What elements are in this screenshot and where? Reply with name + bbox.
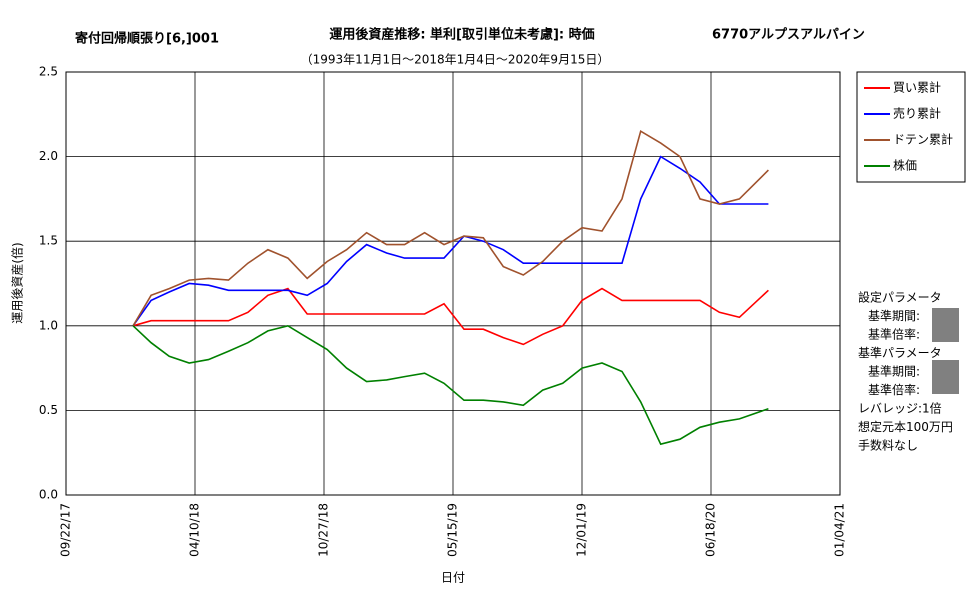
x-axis-label: 日付	[441, 571, 465, 585]
ticker: 6770アルプスアルパイン	[712, 28, 865, 43]
parameter-note: 手数料なし	[858, 438, 918, 453]
parameter-note: 想定元本100万円	[858, 419, 953, 434]
y-tick-label: 0.5	[39, 403, 58, 417]
strategy: 寄付回帰順張り[6,]001	[75, 31, 219, 47]
chart-title: 運用後資産推移: 単利[取引単位未考慮]: 時価	[329, 27, 594, 43]
legend-label: ドテン累計	[893, 132, 953, 147]
x-tick-label: 01/04/21	[833, 503, 847, 557]
y-tick-label: 2.5	[39, 65, 58, 79]
x-tick-label: 06/18/20	[704, 503, 718, 557]
series-line	[132, 155, 769, 327]
series-line	[132, 287, 769, 346]
y-tick-label: 1.0	[39, 318, 58, 332]
legend-box	[856, 71, 966, 183]
parameter-note: 基準期間:	[868, 308, 920, 323]
y-tick-label: 1.5	[39, 234, 58, 248]
y-axis-label: 運用後資産(倍)	[10, 242, 25, 323]
legend-label: 買い累計	[893, 80, 941, 95]
redacted	[932, 360, 959, 394]
y-tick-label: 2.0	[39, 149, 58, 163]
legend-label: 株価	[893, 158, 917, 173]
parameter-note: 基準倍率:	[868, 327, 920, 342]
x-tick-label: 04/10/18	[188, 503, 202, 557]
chart-subtitle: （1993年11月1日～2018年1月4日～2020年9月15日）	[301, 53, 610, 67]
series-line	[132, 129, 769, 327]
series-line	[132, 324, 769, 446]
parameter-note: レバレッジ:1倍	[858, 401, 942, 416]
parameter-note: 基準パラメータ	[858, 345, 942, 360]
parameter-note: 設定パラメータ	[858, 290, 942, 305]
legend-label: 売り累計	[893, 106, 941, 121]
x-tick-label: 05/15/19	[446, 503, 460, 557]
parameter-note: 基準期間:	[868, 364, 920, 379]
x-tick-label: 09/22/17	[59, 503, 73, 557]
y-tick-label: 0.0	[39, 488, 58, 502]
x-tick-label: 10/27/18	[317, 503, 331, 557]
x-tick-label: 12/01/19	[575, 503, 589, 557]
parameter-note: 基準倍率:	[868, 382, 920, 397]
redacted	[932, 308, 959, 342]
